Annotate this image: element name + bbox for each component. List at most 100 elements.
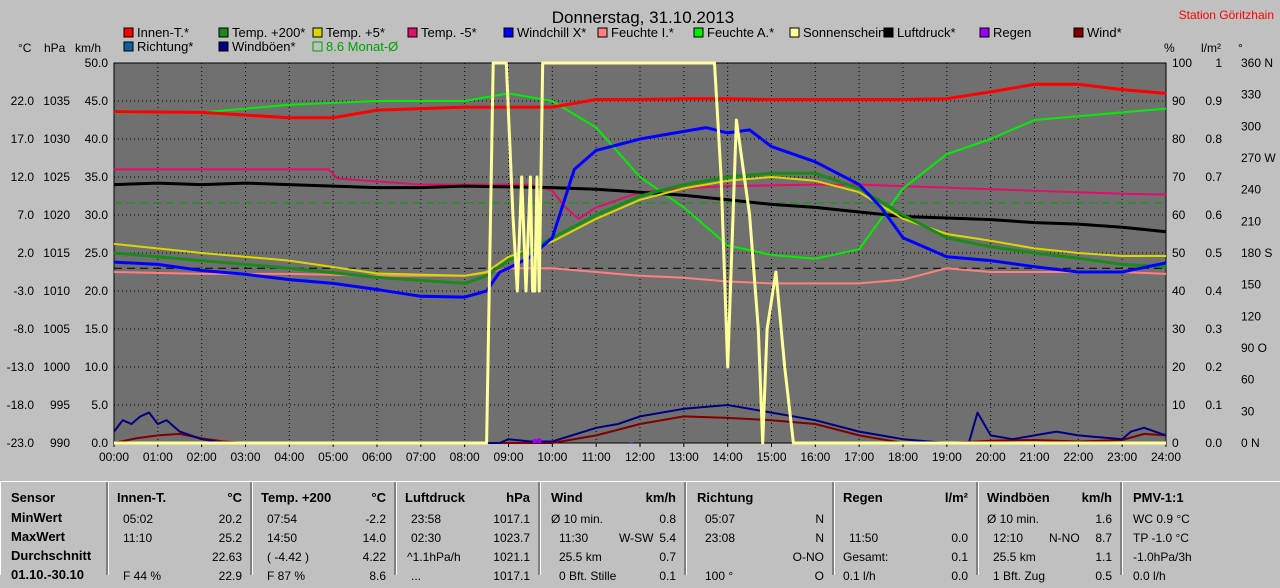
kmh-tick-label: 5.0 <box>91 398 108 412</box>
x-tick-label: 13:00 <box>669 450 699 464</box>
rain-bar <box>537 438 542 443</box>
celsius-tick-label: 2.0 <box>17 246 34 260</box>
legend-swatch <box>123 27 134 38</box>
stats-wind-unit: km/h <box>645 490 676 505</box>
stats-sensor-column: Sensor MinWert MaxWert Durchschnitt 01.1… <box>0 482 108 582</box>
windboeen-max-value: 8.7 <box>1095 531 1112 545</box>
richtung-avg-value: O-NO <box>792 550 824 564</box>
kmh-tick-label: 45.0 <box>85 94 109 108</box>
regen-period-a: 0.1 l/h <box>843 569 876 583</box>
legend-swatch <box>218 41 229 52</box>
richtung-period-b: O <box>814 569 824 583</box>
pmv-line-3: -1.0hPa/3h <box>1133 550 1192 564</box>
weather-chart: Donnerstag, 31.10.2013 Station Göritzhai… <box>6 8 1277 464</box>
stats-regen-title: Regen <box>843 490 883 505</box>
lm2-tick-label: 0.5 <box>1205 246 1222 260</box>
legend-swatch <box>218 27 229 38</box>
percent-tick-label: 100 <box>1172 56 1192 70</box>
x-tick-label: 09:00 <box>493 450 523 464</box>
degree-tick-label: 0 N <box>1241 436 1260 450</box>
x-tick-label: 17:00 <box>844 450 874 464</box>
lm2-tick-label: 0.9 <box>1205 94 1222 108</box>
x-tick-label: 24:00 <box>1151 450 1181 464</box>
hpa-tick-label: 1015 <box>43 246 70 260</box>
percent-tick-label: 60 <box>1172 208 1186 222</box>
stats-luftdruck: Luftdruck hPa 23:58 1017.1 02:30 1023.7 ^1… <box>396 482 540 583</box>
temp200-min-time: 07:54 <box>267 512 298 526</box>
lm2-tick-label: 0.6 <box>1205 208 1222 222</box>
celsius-tick-label: 12.0 <box>11 170 35 184</box>
degree-tick-label: 150 <box>1241 278 1261 292</box>
percent-tick-label: 40 <box>1172 284 1186 298</box>
chart-title: Donnerstag, 31.10.2013 <box>552 8 734 27</box>
regen-max-value: 0.0 <box>951 531 968 545</box>
sensor-label: Sensor <box>11 490 56 505</box>
x-tick-label: 12:00 <box>625 450 655 464</box>
percent-tick-label: 20 <box>1172 360 1186 374</box>
wind-avg-value: 0.7 <box>659 550 676 564</box>
x-tick-label: 07:00 <box>406 450 436 464</box>
station-name: Station Göritzhain <box>1179 8 1274 22</box>
series <box>113 61 1167 445</box>
innen-min-value: 20.2 <box>218 512 242 526</box>
degree-tick-label: 360 N <box>1241 56 1273 70</box>
temp200-max-time: 14:50 <box>267 531 298 545</box>
hpa-tick-label: 995 <box>50 398 70 412</box>
kmh-tick-label: 25.0 <box>85 246 109 260</box>
celsius-tick-label: -3.0 <box>13 284 34 298</box>
luftdruck-period-a: ... <box>411 569 422 583</box>
stats-temp200-unit: °C <box>371 490 386 505</box>
x-tick-label: 21:00 <box>1019 450 1049 464</box>
stats-luftdruck-unit: hPa <box>506 490 530 505</box>
x-tick-label: 03:00 <box>230 450 260 464</box>
x-tick-label: 06:00 <box>362 450 392 464</box>
hpa-tick-label: 1010 <box>43 284 70 298</box>
unit-kmh: km/h <box>75 41 101 55</box>
degree-tick-label: 210 <box>1241 214 1261 228</box>
series-line-temp-5 <box>113 176 1166 277</box>
lm2-tick-label: 1 <box>1215 56 1222 70</box>
celsius-tick-label: 17.0 <box>11 132 35 146</box>
legend-swatch <box>979 27 990 38</box>
lm2-tick-label: 0.8 <box>1205 132 1222 146</box>
innen-period-b: 22.9 <box>218 569 242 583</box>
stats-richtung: Richtung 05:07 N 23:08 N O-NO 100 ° O <box>686 482 834 583</box>
x-tick-label: 00:00 <box>99 450 129 464</box>
luftdruck-trend: ^1.1hPa/h <box>407 550 461 564</box>
lm2-tick-label: 0.2 <box>1205 360 1222 374</box>
degree-tick-label: 300 <box>1241 119 1261 133</box>
series-line-windchill-x <box>113 126 1167 299</box>
legend-label: Feuchte I.* <box>611 25 674 40</box>
stats-pmv-title: PMV-1:1 <box>1133 490 1184 505</box>
rain-bar <box>629 442 634 443</box>
celsius-tick-label: 22.0 <box>11 94 35 108</box>
stats-richtung-title: Richtung <box>697 490 754 505</box>
wind-min-extra: Ø 10 min. <box>551 512 604 526</box>
x-tick-label: 22:00 <box>1063 450 1093 464</box>
pmv-line-2: TP -1.0 °C <box>1133 531 1189 545</box>
x-tick-label: 05:00 <box>318 450 348 464</box>
degree-tick-label: 240 <box>1241 183 1261 197</box>
stats-temp200: Temp. +200 °C 07:54 -2.2 14:50 14.0 ( -4.4… <box>252 482 396 583</box>
x-tick-label: 15:00 <box>756 450 786 464</box>
x-tick-label: 18:00 <box>888 450 918 464</box>
legend-label: Sonnenschein <box>803 25 885 40</box>
x-tick-label: 04:00 <box>274 450 304 464</box>
series-line-luftdruck <box>113 181 1167 234</box>
grid <box>114 63 1166 443</box>
regen-max-time: 11:50 <box>849 531 879 545</box>
percent-tick-label: 70 <box>1172 170 1186 184</box>
unit-lm2: l/m² <box>1201 41 1221 55</box>
stats-windboeen-unit: km/h <box>1081 490 1112 505</box>
hpa-tick-label: 1025 <box>43 170 70 184</box>
series-line-wind <box>113 415 1167 444</box>
degree-tick-label: 180 S <box>1241 246 1272 260</box>
windboeen-min-extra: Ø 10 min. <box>987 512 1040 526</box>
percent-tick-label: 0 <box>1172 436 1179 450</box>
windboeen-max-time: 12:10 <box>993 531 1024 545</box>
unit-percent: % <box>1164 41 1175 55</box>
lm2-tick-label: 0.1 <box>1205 398 1222 412</box>
richtung-period-a: 100 ° <box>705 569 734 583</box>
hpa-tick-label: 1020 <box>43 208 70 222</box>
unit-hpa: hPa <box>44 41 66 55</box>
